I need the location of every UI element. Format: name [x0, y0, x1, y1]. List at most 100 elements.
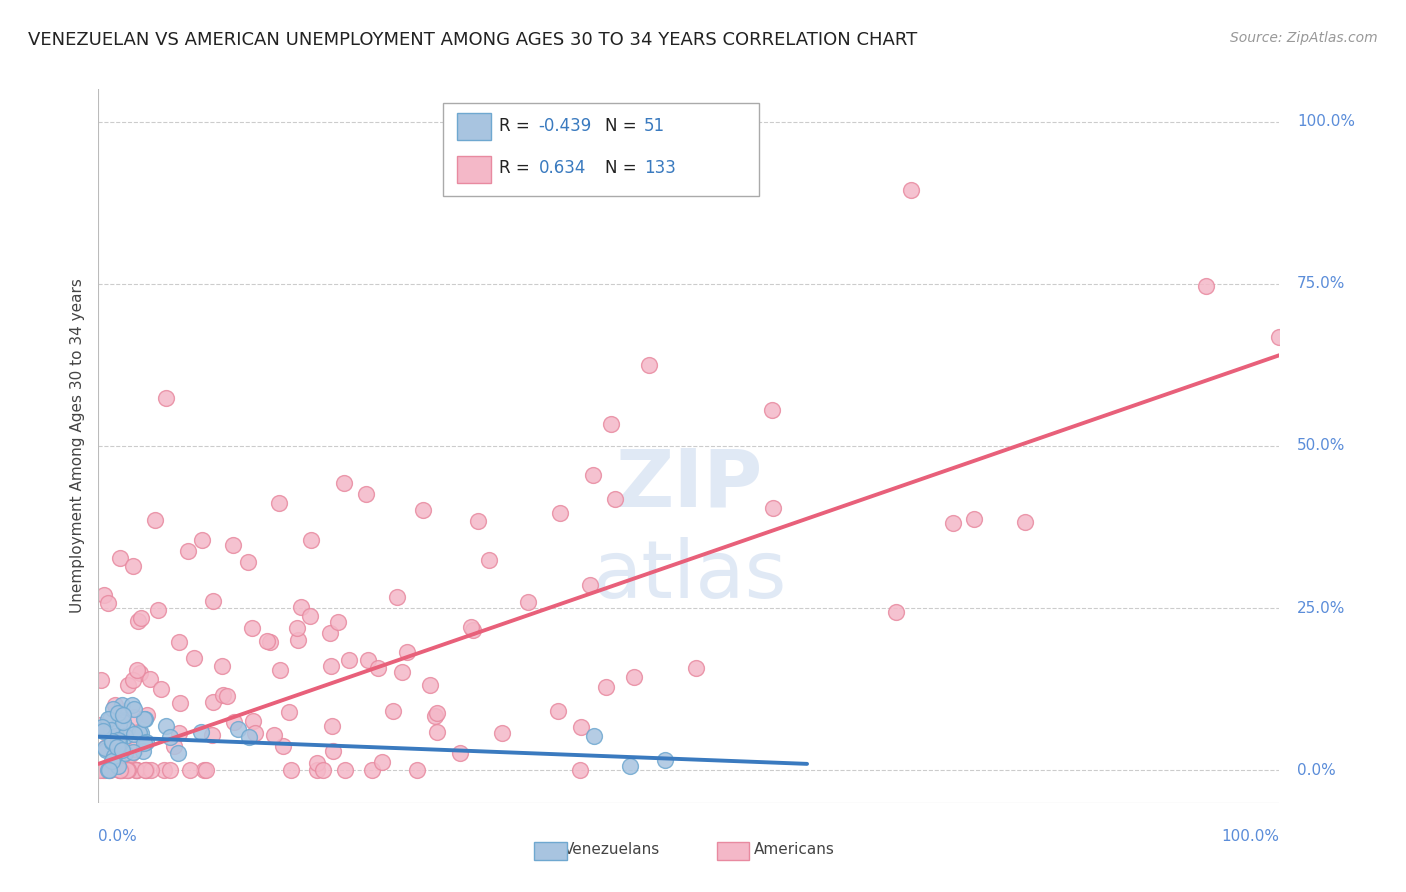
Point: [100, 723, 122, 737]
Point: [135, 735, 157, 749]
Point: [136, 708, 159, 723]
Point: [128, 726, 150, 740]
Point: [449, 746, 471, 760]
Point: [115, 764, 138, 778]
Point: [121, 673, 143, 687]
Text: 133: 133: [644, 159, 676, 177]
Point: [93, 588, 115, 602]
Point: [110, 764, 132, 778]
Point: [333, 764, 356, 778]
Point: [105, 730, 128, 744]
Point: [179, 764, 201, 778]
Point: [169, 696, 191, 710]
Point: [599, 417, 621, 432]
Text: Venezuelans: Venezuelans: [564, 842, 659, 856]
Point: [125, 663, 148, 677]
Text: N =: N =: [605, 117, 641, 135]
Point: [91, 764, 114, 778]
Point: [101, 735, 124, 749]
Point: [94, 740, 117, 755]
Point: [426, 725, 449, 739]
Point: [595, 680, 617, 694]
Point: [467, 514, 489, 528]
Point: [405, 764, 427, 778]
Point: [242, 714, 264, 728]
Point: [243, 726, 266, 740]
Point: [101, 755, 124, 769]
Point: [97, 764, 120, 778]
Point: [654, 753, 676, 767]
Point: [132, 744, 155, 758]
Point: [319, 626, 342, 640]
Point: [298, 609, 321, 624]
Point: [419, 678, 441, 692]
Point: [326, 615, 349, 630]
Point: [98, 764, 121, 778]
Point: [115, 723, 138, 737]
Text: Americans: Americans: [754, 842, 835, 856]
Text: 51: 51: [644, 117, 665, 135]
Text: VENEZUELAN VS AMERICAN UNEMPLOYMENT AMONG AGES 30 TO 34 YEARS CORRELATION CHART: VENEZUELAN VS AMERICAN UNEMPLOYMENT AMON…: [28, 31, 917, 49]
Point: [191, 533, 214, 547]
Point: [162, 739, 184, 753]
Point: [129, 726, 152, 740]
Point: [517, 594, 540, 608]
Text: R =: R =: [499, 159, 536, 177]
Point: [90, 673, 112, 688]
Point: [391, 665, 413, 679]
Point: [290, 600, 312, 615]
Point: [100, 734, 122, 748]
Point: [238, 730, 260, 744]
Point: [412, 503, 434, 517]
Point: [256, 634, 278, 648]
Point: [463, 623, 485, 637]
Point: [761, 403, 783, 417]
Point: [129, 611, 152, 625]
Point: [139, 672, 162, 686]
Text: 100.0%: 100.0%: [1222, 829, 1279, 844]
Point: [278, 705, 301, 719]
Point: [367, 661, 389, 675]
Point: [143, 513, 166, 527]
Point: [122, 746, 145, 760]
Point: [111, 764, 134, 778]
Point: [361, 764, 384, 778]
Point: [125, 764, 148, 778]
Point: [89, 764, 111, 778]
Point: [111, 715, 134, 730]
Point: [122, 727, 145, 741]
Point: [321, 658, 343, 673]
Point: [1014, 515, 1036, 529]
Point: [155, 392, 177, 406]
Point: [169, 635, 191, 649]
Point: [114, 746, 136, 760]
Point: [98, 712, 121, 726]
Point: [104, 698, 127, 712]
Point: [166, 746, 188, 760]
Point: [125, 764, 148, 778]
Point: [155, 719, 177, 733]
Text: Source: ZipAtlas.com: Source: ZipAtlas.com: [1230, 31, 1378, 45]
Point: [117, 764, 139, 778]
Point: [159, 764, 181, 778]
Point: [90, 723, 112, 738]
Point: [132, 736, 155, 750]
Point: [135, 764, 157, 778]
Point: [211, 659, 233, 673]
Point: [107, 706, 129, 720]
Point: [195, 764, 218, 778]
Point: [105, 729, 128, 743]
Point: [269, 663, 291, 677]
Point: [548, 506, 571, 520]
Point: [107, 740, 129, 755]
Point: [97, 712, 120, 726]
Point: [120, 747, 142, 761]
Point: [107, 732, 129, 747]
Point: [222, 538, 245, 552]
Point: [638, 358, 661, 372]
Point: [125, 764, 148, 778]
Text: 0.634: 0.634: [538, 159, 586, 177]
Point: [159, 730, 181, 744]
Point: [478, 552, 501, 566]
Point: [371, 755, 394, 769]
